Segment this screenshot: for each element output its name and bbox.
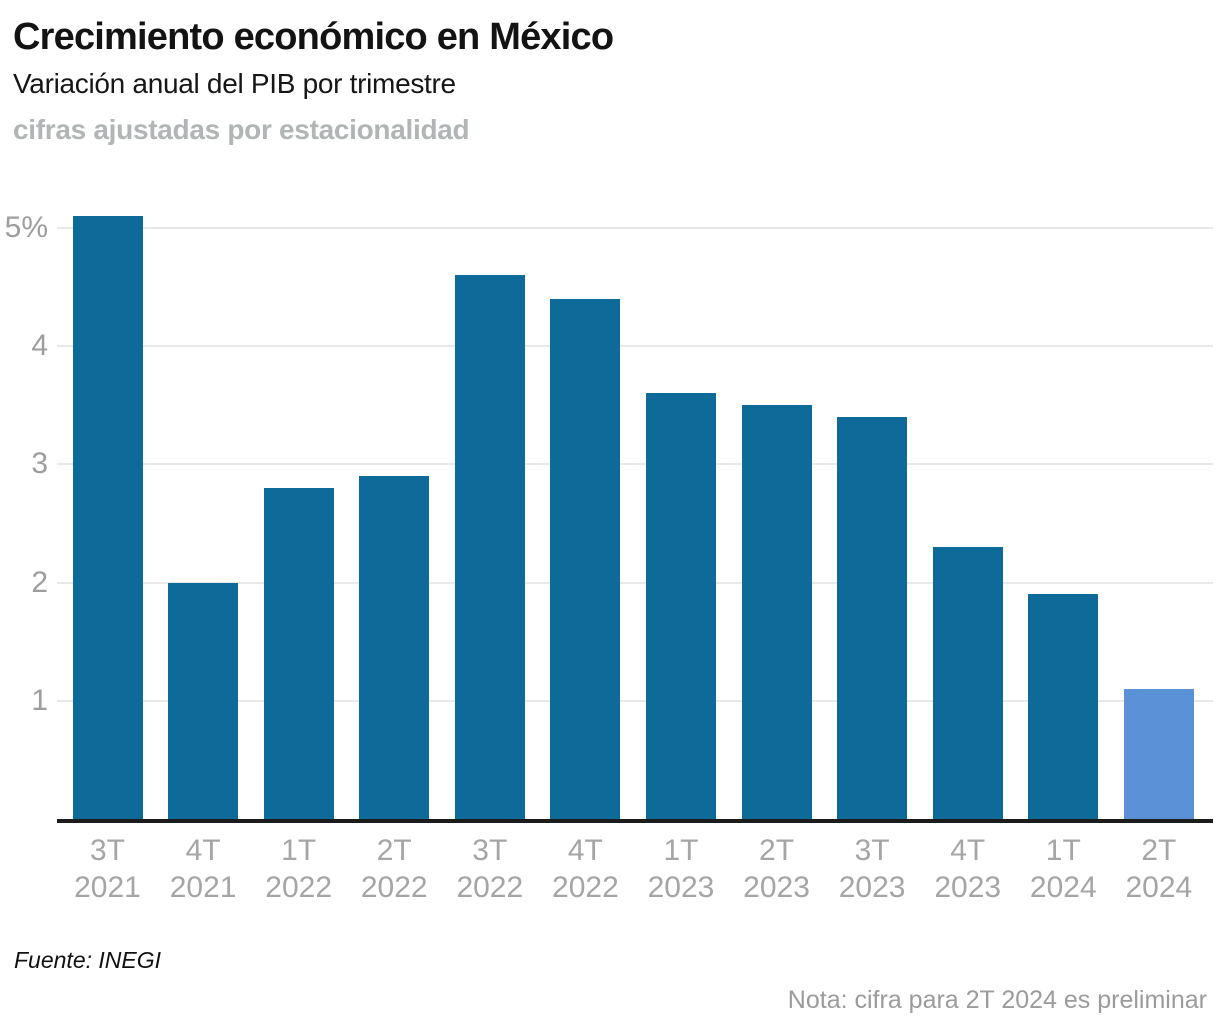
y-tick-label-5: 5%	[4, 211, 48, 244]
bar-chart: 1 2 3 4 5% 3T 2021 4T 2021 1T 2022 2T 2022 3T 2022 4T 2…	[0, 195, 1220, 907]
bar-3T-2023	[837, 417, 908, 819]
chart-title: Crecimiento económico en México	[13, 16, 614, 58]
x-tick-label-4T-2023: 4T 2023	[934, 834, 1002, 904]
y-tick-label-2: 2	[31, 565, 48, 599]
y-tick-label-4: 4	[31, 329, 48, 363]
x-tick-label-1T-2024: 1T 2024	[1029, 834, 1097, 904]
chart-subtitle: Variación anual del PIB por trimestre	[13, 68, 456, 99]
gridline-2	[57, 581, 1213, 584]
bar-1T-2023	[645, 393, 716, 819]
bar-2T-2022	[359, 476, 430, 819]
bar-2T-2023	[741, 405, 812, 819]
x-tick-label-3T-2021: 3T 2021	[74, 834, 141, 904]
gridline-3	[57, 463, 1213, 466]
preliminary-note: Nota: cifra para 2T 2024 es preliminar	[787, 986, 1207, 1014]
x-tick-label-2T-2023: 2T 2023	[743, 834, 810, 904]
x-tick-label-4T-2021: 4T 2021	[169, 834, 237, 904]
x-axis-line	[57, 819, 1213, 823]
bar-4T-2021	[168, 582, 239, 819]
chart-kicker: cifras ajustadas por estacionalidad	[13, 114, 470, 145]
x-tick-label-3T-2023: 3T 2023	[838, 834, 906, 904]
bar-1T-2022	[263, 488, 334, 819]
x-tick-label-4T-2022: 4T 2022	[552, 834, 619, 904]
gridline-4	[57, 345, 1213, 348]
gridline-1	[57, 699, 1213, 702]
bar-4T-2022	[550, 298, 621, 819]
source-note: Fuente: INEGI	[14, 947, 162, 973]
y-tick-label-1: 1	[31, 683, 48, 717]
x-tick-label-2T-2022: 2T 2022	[360, 834, 428, 904]
x-tick-label-2T-2024: 2T 2024	[1125, 834, 1193, 904]
x-tick-label-1T-2022: 1T 2022	[265, 834, 333, 904]
bar-2T-2024	[1123, 688, 1194, 819]
bar-4T-2023	[932, 547, 1003, 819]
bar-1T-2024	[1028, 594, 1099, 819]
x-tick-label-1T-2023: 1T 2023	[647, 834, 715, 904]
bar-3T-2022	[454, 275, 525, 819]
gridline-5	[57, 227, 1213, 229]
bar-3T-2021	[72, 216, 143, 819]
x-axis-labels: 3T 2021 4T 2021 1T 2022 2T 2022 3T 2022 4T 2022 1T 20…	[0, 832, 1220, 912]
y-tick-label-3: 3	[31, 447, 48, 481]
x-tick-label-3T-2022: 3T 2022	[456, 834, 524, 904]
plot-area	[57, 195, 1213, 819]
chart-header: Crecimiento económico en México Variació…	[13, 14, 1203, 147]
